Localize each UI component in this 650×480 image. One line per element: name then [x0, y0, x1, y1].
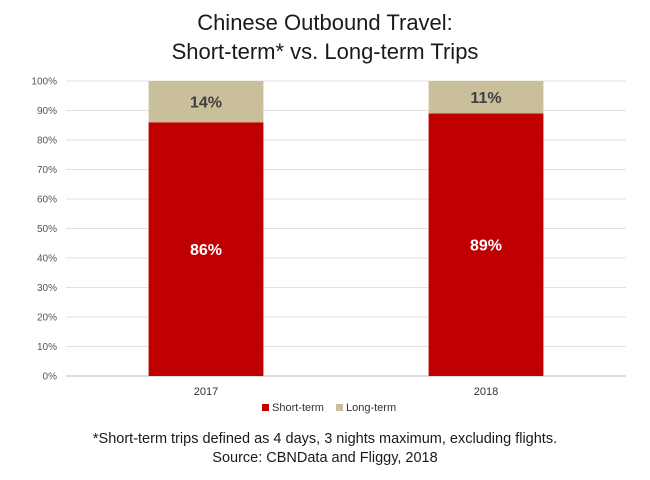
y-tick-label-90: 90% [37, 106, 57, 117]
data-label-long-term-2017: 14% [190, 95, 222, 112]
y-tick-label-10: 10% [37, 342, 57, 353]
x-tick-label-2018: 2018 [474, 386, 498, 398]
y-axis: 0% 10% 20% 30% 40% 50% 60% 70% 80% 90% 100% [31, 77, 57, 383]
chart-title-line-1: Chinese Outbound Travel: [197, 10, 453, 35]
footnote: *Short-term trips defined as 4 days, 3 n… [0, 430, 650, 468]
bars: 86% 14% 89% 11% [148, 81, 544, 376]
x-tick-label-2017: 2017 [194, 386, 218, 398]
y-tick-label-30: 30% [37, 283, 57, 294]
x-axis: 2017 2018 [194, 386, 498, 398]
y-tick-label-40: 40% [37, 254, 57, 265]
y-tick-label-80: 80% [37, 136, 57, 147]
legend-label-long-term: Long-term [346, 402, 396, 414]
legend: Short-term Long-term [262, 402, 396, 414]
y-tick-label-0: 0% [43, 372, 58, 383]
y-tick-label-100: 100% [31, 77, 57, 88]
footnote-source: Source: CBNData and Fliggy, 2018 [212, 450, 438, 466]
legend-swatch-long-term [335, 404, 343, 411]
legend-swatch-short-term [262, 404, 269, 411]
bar-short-term-2017 [148, 122, 264, 376]
bar-long-term-2018 [428, 81, 544, 114]
y-tick-label-50: 50% [37, 224, 57, 235]
bar-short-term-2018 [428, 113, 544, 376]
y-tick-label-60: 60% [37, 195, 57, 206]
footnote-definition: *Short-term trips defined as 4 days, 3 n… [92, 431, 558, 447]
chart-title: Chinese Outbound Travel: Short-term* vs.… [0, 8, 650, 66]
data-label-short-term-2018: 89% [470, 238, 502, 255]
data-label-long-term-2018: 11% [470, 90, 501, 107]
legend-label-short-term: Short-term [272, 402, 324, 414]
data-label-short-term-2017: 86% [190, 242, 222, 259]
stacked-bar-chart: 0% 10% 20% 30% 40% 50% 60% 70% 80% 90% 100% 86% 14%… [31, 77, 626, 414]
bar-long-term-2017 [148, 81, 264, 123]
y-tick-label-20: 20% [37, 313, 57, 324]
chart-title-line-2: Short-term* vs. Long-term Trips [171, 39, 479, 64]
y-tick-label-70: 70% [37, 165, 57, 176]
